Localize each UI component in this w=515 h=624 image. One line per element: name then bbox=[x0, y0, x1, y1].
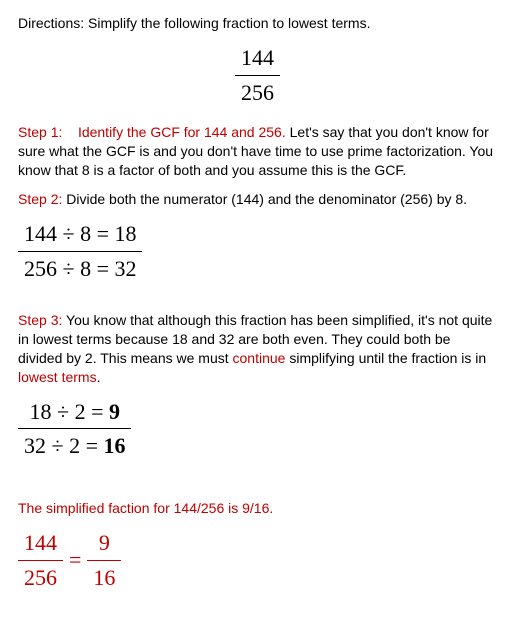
final-right-fraction: 9 16 bbox=[87, 528, 121, 592]
final-left-den: 256 bbox=[18, 561, 63, 593]
step3-num-a: 18 ÷ 2 = bbox=[30, 399, 109, 424]
final-right-num: 9 bbox=[87, 528, 121, 561]
step3-label: Step 3: bbox=[18, 312, 62, 328]
main-fraction-block: 144 256 bbox=[18, 43, 497, 107]
step3-continue: continue bbox=[233, 350, 286, 366]
result-sentence: The simplified faction for 144/256 is 9/… bbox=[18, 499, 497, 518]
final-equals: = bbox=[69, 545, 81, 575]
step3-mid: simplifying until the fraction is in bbox=[285, 350, 486, 366]
step2-label: Step 2: bbox=[18, 191, 62, 207]
step3-frac-num: 18 ÷ 2 = 9 bbox=[18, 397, 131, 430]
step2-body: Divide both the numerator (144) and the … bbox=[62, 191, 467, 207]
step2-math: 144 ÷ 8 = 18 256 ÷ 8 = 32 bbox=[18, 219, 497, 283]
step1-title bbox=[66, 124, 78, 140]
step3-tail: . bbox=[97, 369, 101, 385]
step3-fraction: 18 ÷ 2 = 9 32 ÷ 2 = 16 bbox=[18, 397, 131, 461]
step3-paragraph: Step 3: You know that although this frac… bbox=[18, 311, 497, 387]
step1-title-text: Identify the GCF for 144 and 256. bbox=[78, 124, 286, 140]
step1-label: Step 1: bbox=[18, 124, 62, 140]
step2-frac-den: 256 ÷ 8 = 32 bbox=[18, 252, 142, 284]
step2-fraction: 144 ÷ 8 = 18 256 ÷ 8 = 32 bbox=[18, 219, 142, 283]
directions-text: Directions: Simplify the following fract… bbox=[18, 14, 497, 33]
step3-num-b: 9 bbox=[109, 399, 120, 424]
step3-lowest-terms: lowest terms bbox=[18, 369, 97, 385]
step3-den-a: 32 ÷ 2 = bbox=[24, 433, 103, 458]
step1-paragraph: Step 1: Identify the GCF for 144 and 256… bbox=[18, 123, 497, 180]
main-fraction-num: 144 bbox=[235, 43, 280, 76]
final-left-fraction: 144 256 bbox=[18, 528, 63, 592]
final-equation: 144 256 = 9 16 bbox=[18, 528, 497, 592]
step3-math: 18 ÷ 2 = 9 32 ÷ 2 = 16 bbox=[18, 397, 497, 461]
main-fraction-den: 256 bbox=[235, 76, 280, 108]
step2-paragraph: Step 2: Divide both the numerator (144) … bbox=[18, 190, 497, 209]
final-right-den: 16 bbox=[87, 561, 121, 593]
step2-frac-num: 144 ÷ 8 = 18 bbox=[18, 219, 142, 252]
main-fraction: 144 256 bbox=[235, 43, 280, 107]
final-left-num: 144 bbox=[18, 528, 63, 561]
step3-frac-den: 32 ÷ 2 = 16 bbox=[18, 429, 131, 461]
step3-den-b: 16 bbox=[103, 433, 125, 458]
